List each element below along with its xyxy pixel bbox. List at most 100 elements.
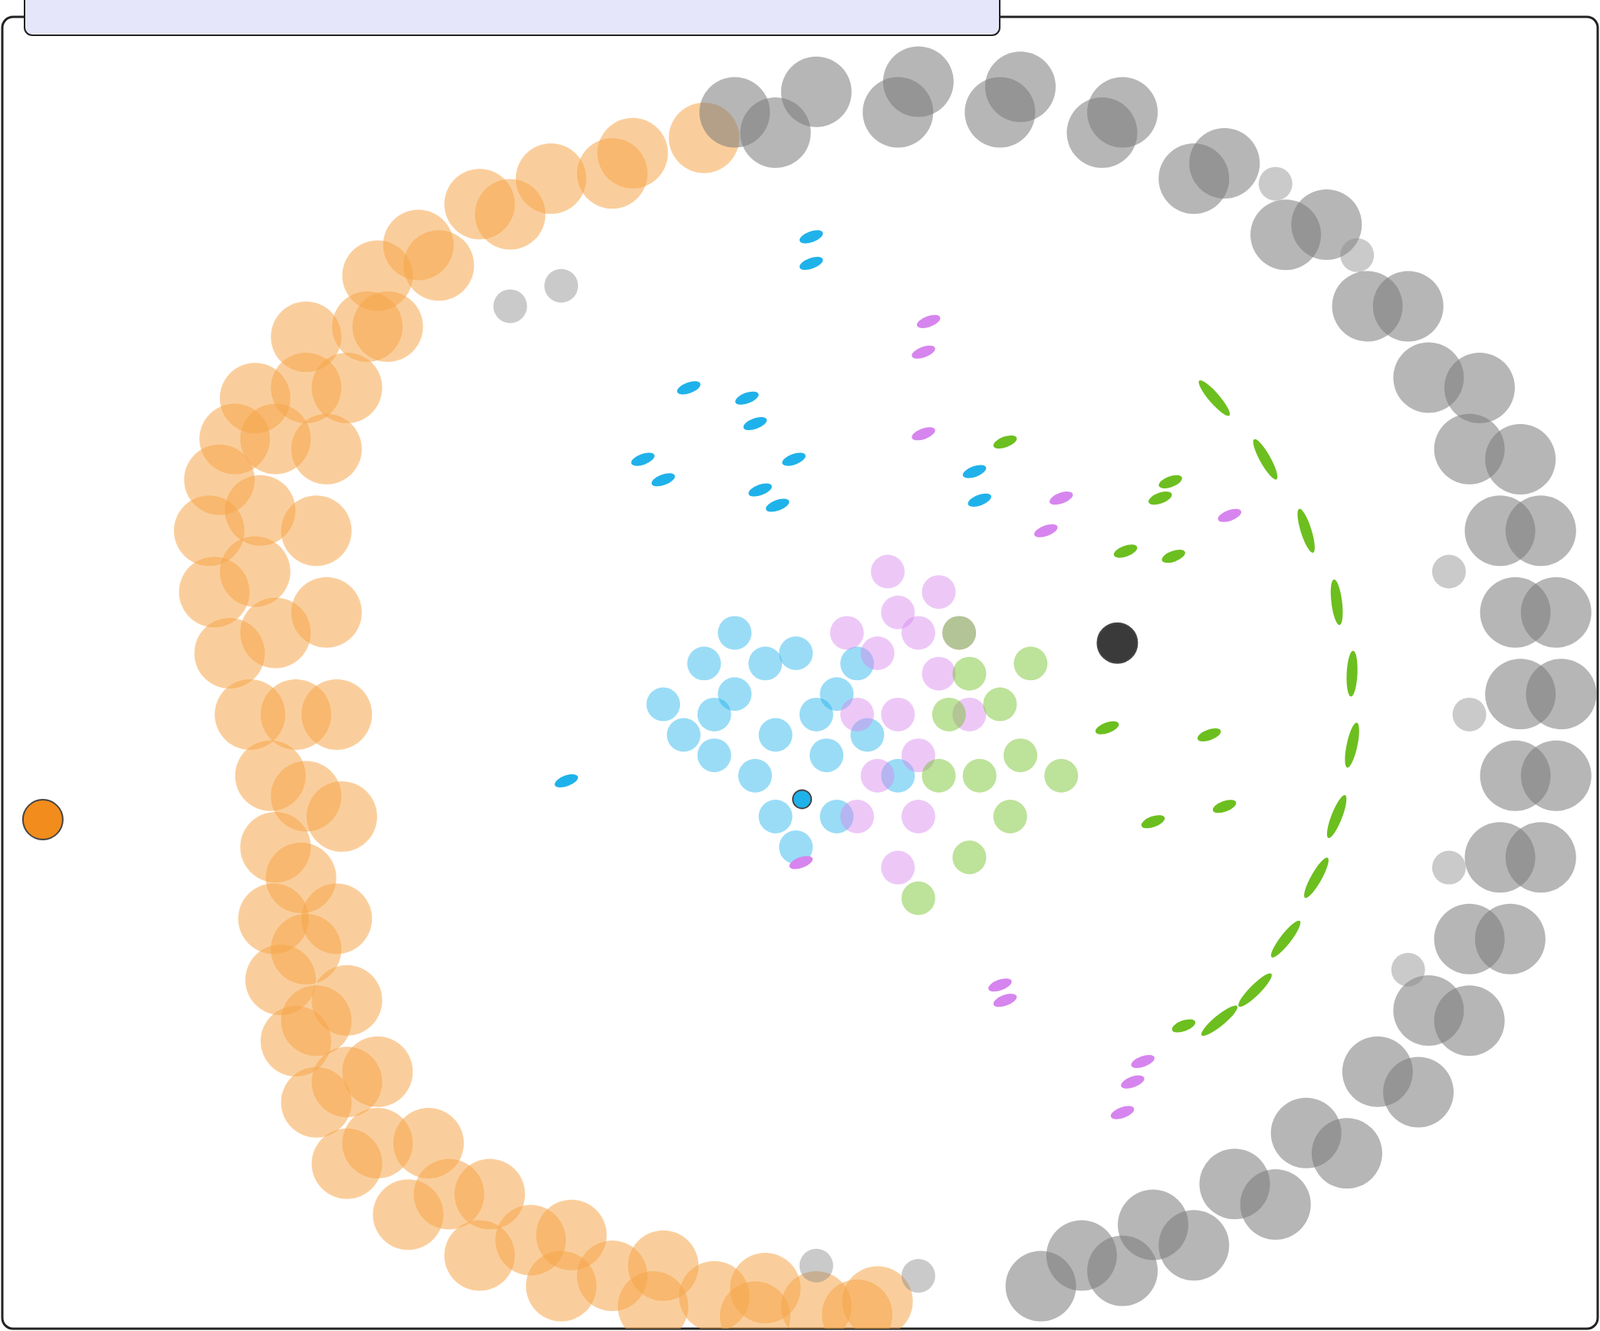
band-point xyxy=(535,1199,607,1271)
cloud-point xyxy=(758,718,793,753)
island xyxy=(650,470,677,490)
cloud-point xyxy=(778,636,813,671)
cloud-point xyxy=(962,758,997,793)
series xyxy=(992,432,1239,1035)
cloud-point xyxy=(942,615,976,650)
cloud-point xyxy=(748,646,782,681)
arc-point xyxy=(1323,793,1351,841)
cloud-point xyxy=(686,646,721,681)
band-point xyxy=(291,577,362,648)
band-point xyxy=(403,229,474,301)
band-point xyxy=(1046,1219,1118,1291)
band-point xyxy=(1480,740,1551,812)
cloud-point xyxy=(717,676,752,711)
island xyxy=(965,490,993,510)
island xyxy=(1129,1051,1157,1071)
cloud-point xyxy=(922,574,957,609)
island xyxy=(1032,521,1060,540)
cloud-point xyxy=(697,738,732,773)
series xyxy=(22,799,63,840)
cloud-point xyxy=(880,850,915,885)
island xyxy=(1170,1016,1198,1035)
arc-point xyxy=(1235,969,1275,1010)
body xyxy=(22,799,63,840)
series xyxy=(1195,377,1363,1040)
series xyxy=(1097,623,1137,664)
band-point xyxy=(281,495,352,566)
band-point xyxy=(1485,658,1556,730)
cloud-point xyxy=(1391,952,1426,987)
band-point xyxy=(1480,577,1551,648)
island xyxy=(1094,718,1121,737)
island xyxy=(780,450,808,469)
arc-point xyxy=(1195,377,1234,420)
band-point xyxy=(306,781,378,852)
cloud-point xyxy=(880,697,915,732)
band-point xyxy=(1199,1148,1271,1219)
cloud-point xyxy=(901,615,936,650)
band-point xyxy=(1332,270,1403,342)
plot-frame xyxy=(2,16,1598,1329)
arc-point xyxy=(1294,507,1318,555)
band-point xyxy=(341,1036,413,1108)
cloud-point xyxy=(492,289,527,323)
band-point xyxy=(577,137,648,209)
cloud-point xyxy=(544,269,579,303)
band-point xyxy=(393,1107,464,1179)
cloud-point xyxy=(1452,697,1487,732)
cloud-point xyxy=(1258,167,1293,201)
island xyxy=(986,975,1014,995)
arc-point xyxy=(1267,917,1305,961)
cloud-point xyxy=(840,697,874,732)
cloud-point xyxy=(1432,555,1466,589)
island xyxy=(915,312,943,331)
cloud-point xyxy=(901,799,936,834)
island xyxy=(787,853,815,872)
island xyxy=(1048,489,1075,508)
band-point xyxy=(1066,97,1137,168)
island xyxy=(1146,489,1174,508)
cloud-point xyxy=(952,840,986,874)
band-point xyxy=(1465,495,1536,566)
island xyxy=(764,496,792,515)
arc-point xyxy=(1300,854,1333,901)
band-point xyxy=(454,1159,526,1230)
island xyxy=(910,342,937,362)
island xyxy=(1215,505,1243,525)
cloud-point xyxy=(952,657,986,691)
band-point xyxy=(474,179,546,250)
island xyxy=(1159,547,1187,566)
cloud-point xyxy=(982,687,1017,722)
band-point xyxy=(1271,1097,1342,1169)
island xyxy=(1195,725,1223,744)
island xyxy=(1140,812,1167,832)
island xyxy=(552,771,580,790)
band-point xyxy=(301,679,372,750)
cloud-point xyxy=(860,636,895,671)
cloud-point xyxy=(758,799,793,834)
band-point xyxy=(1117,1189,1189,1261)
band-point xyxy=(862,76,934,148)
island xyxy=(910,424,937,444)
body xyxy=(792,789,812,809)
island xyxy=(798,253,825,273)
band-point xyxy=(627,1230,699,1302)
marks xyxy=(22,46,1597,1329)
band-point xyxy=(729,1252,801,1324)
band-point xyxy=(740,97,812,168)
island xyxy=(1156,472,1184,491)
island xyxy=(798,227,825,247)
cloud-point xyxy=(830,615,865,650)
band-point xyxy=(964,76,1035,148)
band-point xyxy=(1342,1036,1413,1108)
cloud-point xyxy=(840,799,874,834)
band-point xyxy=(1434,903,1505,975)
cloud-point xyxy=(1003,738,1038,773)
cloud-point xyxy=(1432,850,1466,885)
island xyxy=(1109,1103,1137,1122)
band-point xyxy=(1465,821,1536,893)
cloud-point xyxy=(738,758,773,793)
cloud-point xyxy=(646,687,681,722)
island xyxy=(1119,1072,1147,1091)
cloud-point xyxy=(1044,758,1078,793)
